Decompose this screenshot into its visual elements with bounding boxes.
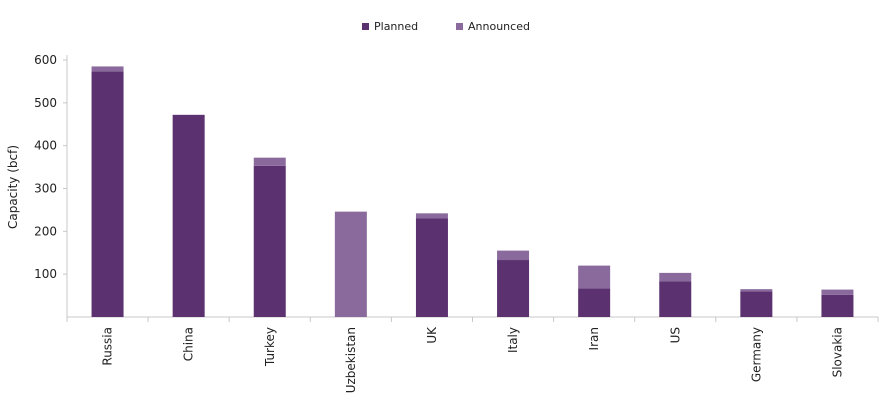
y-axis-title: Capacity (bcf) [6, 145, 20, 229]
bar-announced-germany [740, 289, 773, 292]
bar-planned-russia [91, 71, 124, 317]
legend-label-planned: Planned [374, 20, 419, 33]
bar-planned-us [659, 281, 692, 317]
bars-group [91, 66, 854, 318]
legend-swatch-announced [456, 23, 463, 30]
x-tick-label-italy: Italy [506, 327, 520, 353]
bar-planned-slovakia [821, 294, 854, 317]
bar-announced-italy [497, 250, 530, 261]
bar-announced-us [659, 272, 692, 282]
y-tick-label: 300 [34, 182, 57, 196]
x-tick-label-uk: UK [425, 326, 439, 344]
bar-announced-slovakia [821, 289, 854, 295]
y-tick-label: 400 [34, 139, 57, 153]
bar-planned-turkey [253, 165, 286, 317]
x-tick-label-turkey: Turkey [263, 327, 277, 367]
x-axis: Russia China Turkey Uzbekistan UK Italy Iran US… [66, 316, 879, 393]
bar-announced-russia [91, 66, 124, 72]
bar-announced-turkey [253, 157, 286, 166]
x-tick-label-iran: Iran [587, 327, 601, 350]
legend-item-planned: Planned [362, 20, 418, 33]
y-tick-label: 200 [34, 224, 57, 238]
y-tick-label: 600 [34, 53, 57, 67]
bar-announced-uk [415, 213, 448, 219]
bar-planned-germany [740, 291, 773, 317]
x-tick-label-slovakia: Slovakia [830, 327, 844, 377]
y-tick-label: 500 [34, 96, 57, 110]
y-tick-label: 100 [34, 267, 57, 281]
x-tick-label-us: US [668, 327, 682, 343]
x-tick-label-russia: Russia [101, 327, 115, 366]
bar-planned-iran [578, 288, 611, 317]
bar-planned-uk [415, 218, 448, 317]
bar-planned-italy [497, 260, 530, 317]
bar-announced-iran [578, 265, 611, 289]
legend-swatch-planned [362, 23, 369, 30]
bar-announced-uzbekistan [334, 211, 367, 317]
x-tick-label-germany: Germany [749, 327, 763, 382]
chart-legend: Planned Announced [0, 20, 890, 36]
x-tick-label-china: China [182, 327, 196, 361]
legend-label-announced: Announced [468, 20, 530, 33]
legend-item-announced: Announced [456, 20, 530, 33]
y-axis: 100 200 300 400 500 600 [34, 53, 68, 317]
x-tick-label-uzbekistan: Uzbekistan [344, 327, 358, 393]
bar-planned-china [172, 114, 205, 318]
